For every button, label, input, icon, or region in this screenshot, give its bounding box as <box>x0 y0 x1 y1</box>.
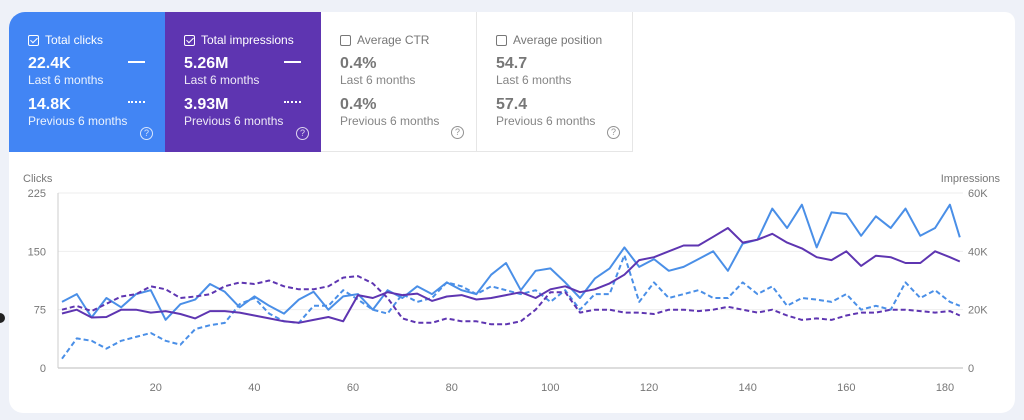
help-icon[interactable]: ? <box>140 127 153 140</box>
metric-period: Last 6 months <box>496 73 572 87</box>
metric-period: Last 6 months <box>28 73 104 87</box>
metric-tile-total-impressions[interactable]: Total impressions 5.26M Last 6 months 3.… <box>165 12 321 152</box>
series-line-total-impressions-last <box>61 227 961 324</box>
metric-prev-value: 3.93M <box>184 96 229 113</box>
metric-tile-total-clicks[interactable]: Total clicks 22.4K Last 6 months 14.8K P… <box>9 12 165 152</box>
solid-line-legend-icon <box>284 61 301 63</box>
x-tick: 80 <box>446 382 458 394</box>
checkbox-unchecked-icon[interactable] <box>340 34 351 46</box>
y-tick-left: 75 <box>34 305 46 317</box>
x-tick: 180 <box>936 382 954 394</box>
performance-card: Total clicks 22.4K Last 6 months 14.8K P… <box>9 12 1015 413</box>
series-line-total-clicks-last <box>61 203 961 321</box>
x-tick: 20 <box>150 382 162 394</box>
metric-prev-value: 0.4% <box>340 96 377 113</box>
metric-tile-average-ctr[interactable]: Average CTR 0.4% Last 6 months 0.4% Prev… <box>321 12 477 152</box>
y-axis-right-title: Impressions <box>941 173 1001 185</box>
y-tick-right: 40K <box>968 246 988 258</box>
metric-prev-period: Previous 6 months <box>496 114 596 128</box>
y-tick-right: 60K <box>968 188 988 200</box>
metric-prev-value: 14.8K <box>28 96 71 113</box>
y-axis-left-title: Clicks <box>23 173 53 185</box>
metric-label: Average CTR <box>357 33 430 47</box>
help-icon[interactable]: ? <box>451 126 464 139</box>
metric-prev-period: Previous 6 months <box>340 114 440 128</box>
checkbox-unchecked-icon[interactable] <box>496 34 507 46</box>
metric-label: Total clicks <box>45 33 104 47</box>
metric-tile-average-position[interactable]: Average position 54.7 Last 6 months 57.4… <box>477 12 633 152</box>
dotted-line-legend-icon <box>128 101 145 103</box>
metric-tiles: Total clicks 22.4K Last 6 months 14.8K P… <box>9 12 633 152</box>
metric-period: Last 6 months <box>340 73 416 87</box>
metric-prev-value: 57.4 <box>496 96 528 113</box>
series-line-total-clicks-previous <box>61 254 961 360</box>
x-tick: 140 <box>739 382 757 394</box>
metric-value: 22.4K <box>28 55 71 72</box>
y-tick-left: 150 <box>28 246 46 258</box>
y-tick-right: 0 <box>968 363 974 375</box>
metric-period: Last 6 months <box>184 73 260 87</box>
help-icon[interactable]: ? <box>296 127 309 140</box>
y-tick-left: 225 <box>28 188 46 200</box>
series-line-total-impressions-previous <box>61 275 961 326</box>
y-tick-right: 20K <box>968 305 988 317</box>
x-tick: 100 <box>541 382 559 394</box>
help-icon[interactable]: ? <box>607 126 620 139</box>
x-tick: 60 <box>347 382 359 394</box>
x-tick: 120 <box>640 382 658 394</box>
metric-prev-period: Previous 6 months <box>28 114 128 128</box>
checkbox-checked-icon[interactable] <box>28 34 39 46</box>
x-tick: 160 <box>837 382 855 394</box>
y-tick-left: 0 <box>40 363 46 375</box>
dotted-line-legend-icon <box>284 101 301 103</box>
metric-value: 0.4% <box>340 55 377 72</box>
metric-label: Average position <box>513 33 603 47</box>
solid-line-legend-icon <box>128 61 145 63</box>
checkbox-checked-icon[interactable] <box>184 34 195 46</box>
side-handle <box>0 313 5 323</box>
metric-prev-period: Previous 6 months <box>184 114 284 128</box>
metric-value: 54.7 <box>496 55 528 72</box>
x-tick: 40 <box>248 382 260 394</box>
metric-value: 5.26M <box>184 55 229 72</box>
metric-label: Total impressions <box>201 33 294 47</box>
